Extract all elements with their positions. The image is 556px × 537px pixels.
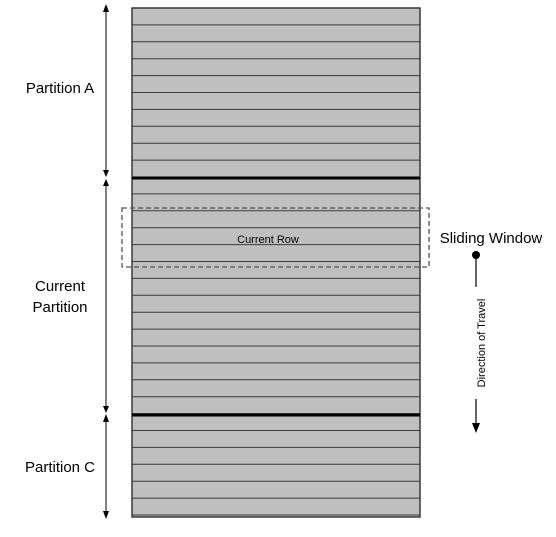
current-partition-extent-arrow: [103, 179, 109, 413]
direction-of-travel-label: Direction of Travel: [476, 299, 488, 388]
partition-c-label: Partition C: [25, 459, 95, 476]
partition-a-extent-arrow: [103, 4, 109, 177]
partition-a-label: Partition A: [26, 80, 94, 97]
partition-c-extent-arrow: [103, 414, 109, 519]
row-lines: [132, 24, 420, 516]
rows-table: [131, 7, 421, 518]
direction-arrowhead: [472, 423, 480, 433]
sliding-window-box: [121, 207, 430, 268]
current-partition-label-line1: Current: [35, 278, 86, 295]
current-row-label: Current Row: [237, 234, 299, 246]
current-partition-label-line2: Partition: [32, 299, 87, 316]
sliding-window-label: Sliding Window: [440, 230, 543, 247]
